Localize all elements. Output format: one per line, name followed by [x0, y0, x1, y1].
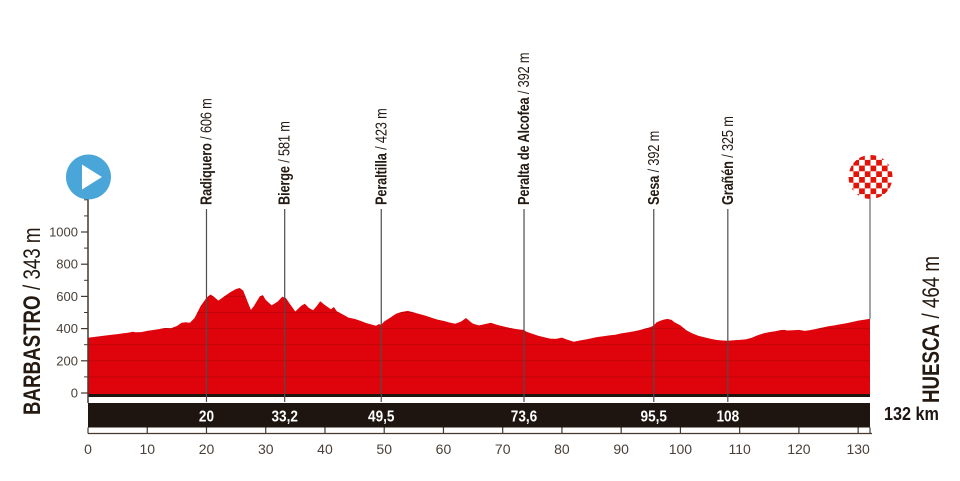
elevation-profile-area	[88, 288, 870, 396]
y-axis-tick-label: 800	[56, 257, 78, 272]
y-axis-tick-label: 600	[56, 289, 78, 304]
x-axis-tick-label: 60	[436, 441, 452, 457]
waypoint-label: Sesa / 392 m	[646, 131, 664, 205]
x-axis-tick-label: 40	[317, 441, 333, 457]
x-axis-tick-label: 70	[495, 441, 511, 457]
start-location-label: BARBASTRO / 343 m	[19, 227, 46, 415]
waypoint-label: Radiquero / 606 m	[198, 98, 216, 205]
profile-baseline	[88, 394, 870, 397]
y-axis-tick-label: 200	[56, 353, 78, 368]
km-bar-value: 20	[199, 409, 214, 426]
km-bar-value: 73,6	[511, 409, 537, 426]
finish-location-label: HUESCA / 464 m	[918, 256, 945, 403]
x-axis-tick-label: 110	[729, 441, 752, 457]
km-bar-value: 49,5	[368, 409, 394, 426]
waypoint-label: Bierge / 581 m	[276, 121, 294, 205]
waypoint-label: Grañén / 325 m	[720, 116, 738, 205]
km-bar-value: 108	[716, 409, 739, 426]
waypoint-label: Peraltilla / 423 m	[373, 108, 391, 205]
x-axis-tick-label: 10	[139, 441, 155, 457]
x-axis-tick-label: 0	[84, 441, 92, 457]
waypoints: Radiquero / 606 m Bierge / 581 m Peraltill…	[198, 53, 737, 402]
y-axis-tick-label: 0	[71, 386, 78, 401]
y-axis-tick-label: 1000	[49, 225, 78, 240]
km-bar-value: 95,5	[641, 409, 667, 426]
km-bar-value: 33,2	[271, 409, 297, 426]
x-axis-tick-label: 100	[669, 441, 693, 457]
km-bar	[88, 403, 870, 428]
total-distance-label: 132 km	[884, 404, 939, 424]
y-axis: 0 200 400 600 800 1000	[49, 198, 89, 403]
checkered-flag-icon	[848, 155, 893, 199]
x-axis: 0 10 20 30 40 50 60 70 80 90 100 110 120 130	[84, 427, 872, 457]
x-axis-tick-label: 30	[258, 441, 274, 457]
x-axis-tick-label: 120	[787, 441, 811, 457]
play-button[interactable]	[66, 154, 111, 200]
play-icon[interactable]	[82, 164, 102, 190]
x-axis-tick-label: 80	[554, 441, 570, 457]
x-axis-tick-label: 50	[376, 441, 392, 457]
start-location-name: BARBASTRO	[19, 295, 46, 415]
waypoint-label: Peralta de Alcofea / 392 m	[516, 53, 534, 205]
x-axis-tick-label: 90	[613, 441, 629, 457]
x-axis-tick-label: 130	[846, 441, 870, 457]
finish-location-name: HUESCA	[918, 323, 945, 403]
start-elevation: / 343 m	[19, 227, 46, 290]
finish-elevation: / 464 m	[918, 256, 945, 319]
x-axis-tick-label: 20	[199, 441, 215, 457]
y-axis-tick-label: 400	[56, 321, 78, 336]
